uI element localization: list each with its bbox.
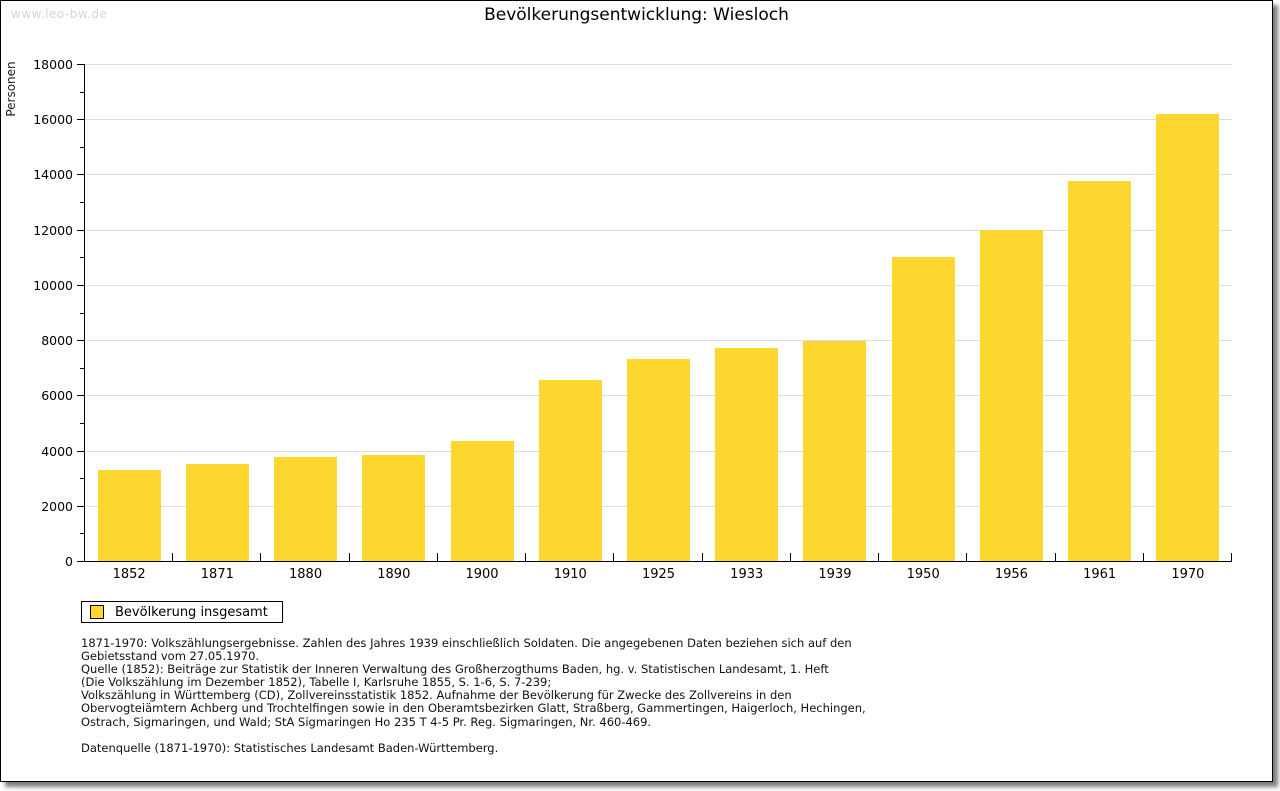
x-tick bbox=[1231, 553, 1232, 561]
bar bbox=[627, 359, 690, 561]
y-major-tick bbox=[77, 174, 84, 176]
x-tick bbox=[1142, 553, 1144, 561]
bar bbox=[979, 229, 1043, 561]
x-tick-label: 1925 bbox=[641, 567, 676, 582]
y-tick-label: 12000 bbox=[33, 222, 73, 238]
datasource-note: Datenquelle (1871-1970): Statistisches L… bbox=[81, 741, 499, 755]
footnote-block: 1871-1970: Volkszählungsergebnisse. Zahl… bbox=[81, 636, 866, 729]
bar bbox=[97, 469, 161, 561]
chart-title: Bevölkerungsentwicklung: Wiesloch bbox=[484, 5, 789, 25]
x-tick bbox=[613, 553, 615, 561]
y-minor-tick bbox=[80, 146, 84, 148]
x-tick bbox=[789, 553, 791, 561]
footnote-line: Quelle (1852): Beiträge zur Statistik de… bbox=[81, 662, 829, 677]
bar bbox=[1156, 113, 1220, 561]
x-tick-label: 1970 bbox=[1171, 567, 1205, 582]
x-tick bbox=[878, 553, 880, 561]
y-minor-tick bbox=[80, 422, 84, 424]
x-tick bbox=[260, 553, 262, 561]
x-tick bbox=[436, 553, 438, 561]
y-major-tick bbox=[77, 284, 84, 286]
x-tick bbox=[348, 553, 350, 561]
y-major-tick bbox=[77, 450, 84, 452]
y-tick-label: 16000 bbox=[33, 112, 73, 128]
plot-area: 0 2000 4000 6000 8000 10000 12000 14000 16000 180… bbox=[33, 58, 1232, 582]
x-tick-label: 1961 bbox=[1083, 567, 1117, 582]
bar bbox=[803, 341, 867, 561]
legend: Bevölkerung insgesamt bbox=[81, 601, 283, 623]
footnote-line: (Die Volkszählung im Dezember 1852), Tab… bbox=[81, 675, 552, 690]
x-tick-label: 1852 bbox=[112, 567, 146, 582]
gridline bbox=[85, 64, 1232, 65]
y-major-tick bbox=[77, 395, 84, 397]
x-tick-label: 1939 bbox=[818, 567, 852, 582]
x-tick bbox=[1054, 553, 1056, 561]
bar bbox=[274, 457, 338, 561]
bar bbox=[450, 440, 514, 561]
y-minor-tick bbox=[80, 91, 84, 93]
y-major-tick bbox=[77, 229, 84, 231]
y-major-tick bbox=[77, 505, 84, 507]
y-minor-tick bbox=[80, 533, 84, 535]
y-tick-label: 0 bbox=[65, 554, 73, 569]
y-minor-tick bbox=[80, 202, 84, 204]
footnote-line: Gebietsstand vom 27.05.1970. bbox=[81, 649, 260, 664]
bar bbox=[185, 464, 249, 561]
y-major-tick bbox=[77, 119, 84, 121]
y-tick-label: 10000 bbox=[33, 277, 73, 293]
gridline bbox=[85, 174, 1232, 176]
gridline bbox=[85, 340, 1232, 342]
y-minor-tick bbox=[80, 257, 84, 259]
y-major-tick bbox=[77, 561, 84, 562]
x-tick-label: 1880 bbox=[289, 567, 323, 582]
footnote-line: Volkszählung in Württemberg (CD), Zollve… bbox=[81, 688, 792, 703]
footnote-line: 1871-1970: Volkszählungsergebnisse. Zahl… bbox=[81, 636, 852, 650]
gridline bbox=[85, 119, 1232, 121]
x-tick bbox=[966, 553, 968, 561]
y-major-tick bbox=[77, 340, 84, 342]
x-tick bbox=[701, 553, 703, 561]
bar bbox=[538, 380, 602, 561]
y-tick-label: 4000 bbox=[41, 443, 73, 459]
y-tick-label: 2000 bbox=[41, 498, 73, 514]
x-tick bbox=[172, 553, 174, 561]
gridline bbox=[85, 229, 1232, 231]
y-tick-label: 14000 bbox=[33, 167, 73, 183]
x-tick-label: 1910 bbox=[553, 567, 587, 582]
footnote-line: Ostrach, Sigmaringen, und Wald; StA Sigm… bbox=[81, 714, 652, 729]
y-minor-tick bbox=[80, 312, 84, 314]
y-minor-tick bbox=[80, 367, 84, 369]
legend-label: Bevölkerung insgesamt bbox=[115, 604, 268, 620]
bar bbox=[715, 348, 779, 561]
bar bbox=[362, 454, 426, 561]
y-minor-tick bbox=[80, 478, 84, 480]
bar bbox=[891, 257, 955, 561]
y-tick-label: 18000 bbox=[33, 57, 73, 72]
x-tick-label: 1956 bbox=[994, 567, 1028, 582]
x-tick-label: 1950 bbox=[906, 567, 940, 582]
x-tick-label: 1900 bbox=[465, 567, 499, 582]
gridline bbox=[85, 284, 1232, 286]
y-major-tick bbox=[77, 64, 84, 65]
x-tick bbox=[525, 553, 527, 561]
x-tick-label: 1890 bbox=[377, 567, 411, 582]
x-tick-label: 1933 bbox=[730, 567, 764, 582]
y-tick-label: 8000 bbox=[41, 333, 73, 349]
footnote-line: Obervogteiämtern Achberg und Trochtelfin… bbox=[81, 701, 866, 716]
bar bbox=[1068, 181, 1132, 561]
x-tick-label: 1871 bbox=[200, 567, 234, 582]
legend-swatch-icon bbox=[90, 605, 104, 619]
y-tick-label: 6000 bbox=[41, 388, 73, 404]
watermark: www.leo-bw.de bbox=[11, 7, 108, 21]
